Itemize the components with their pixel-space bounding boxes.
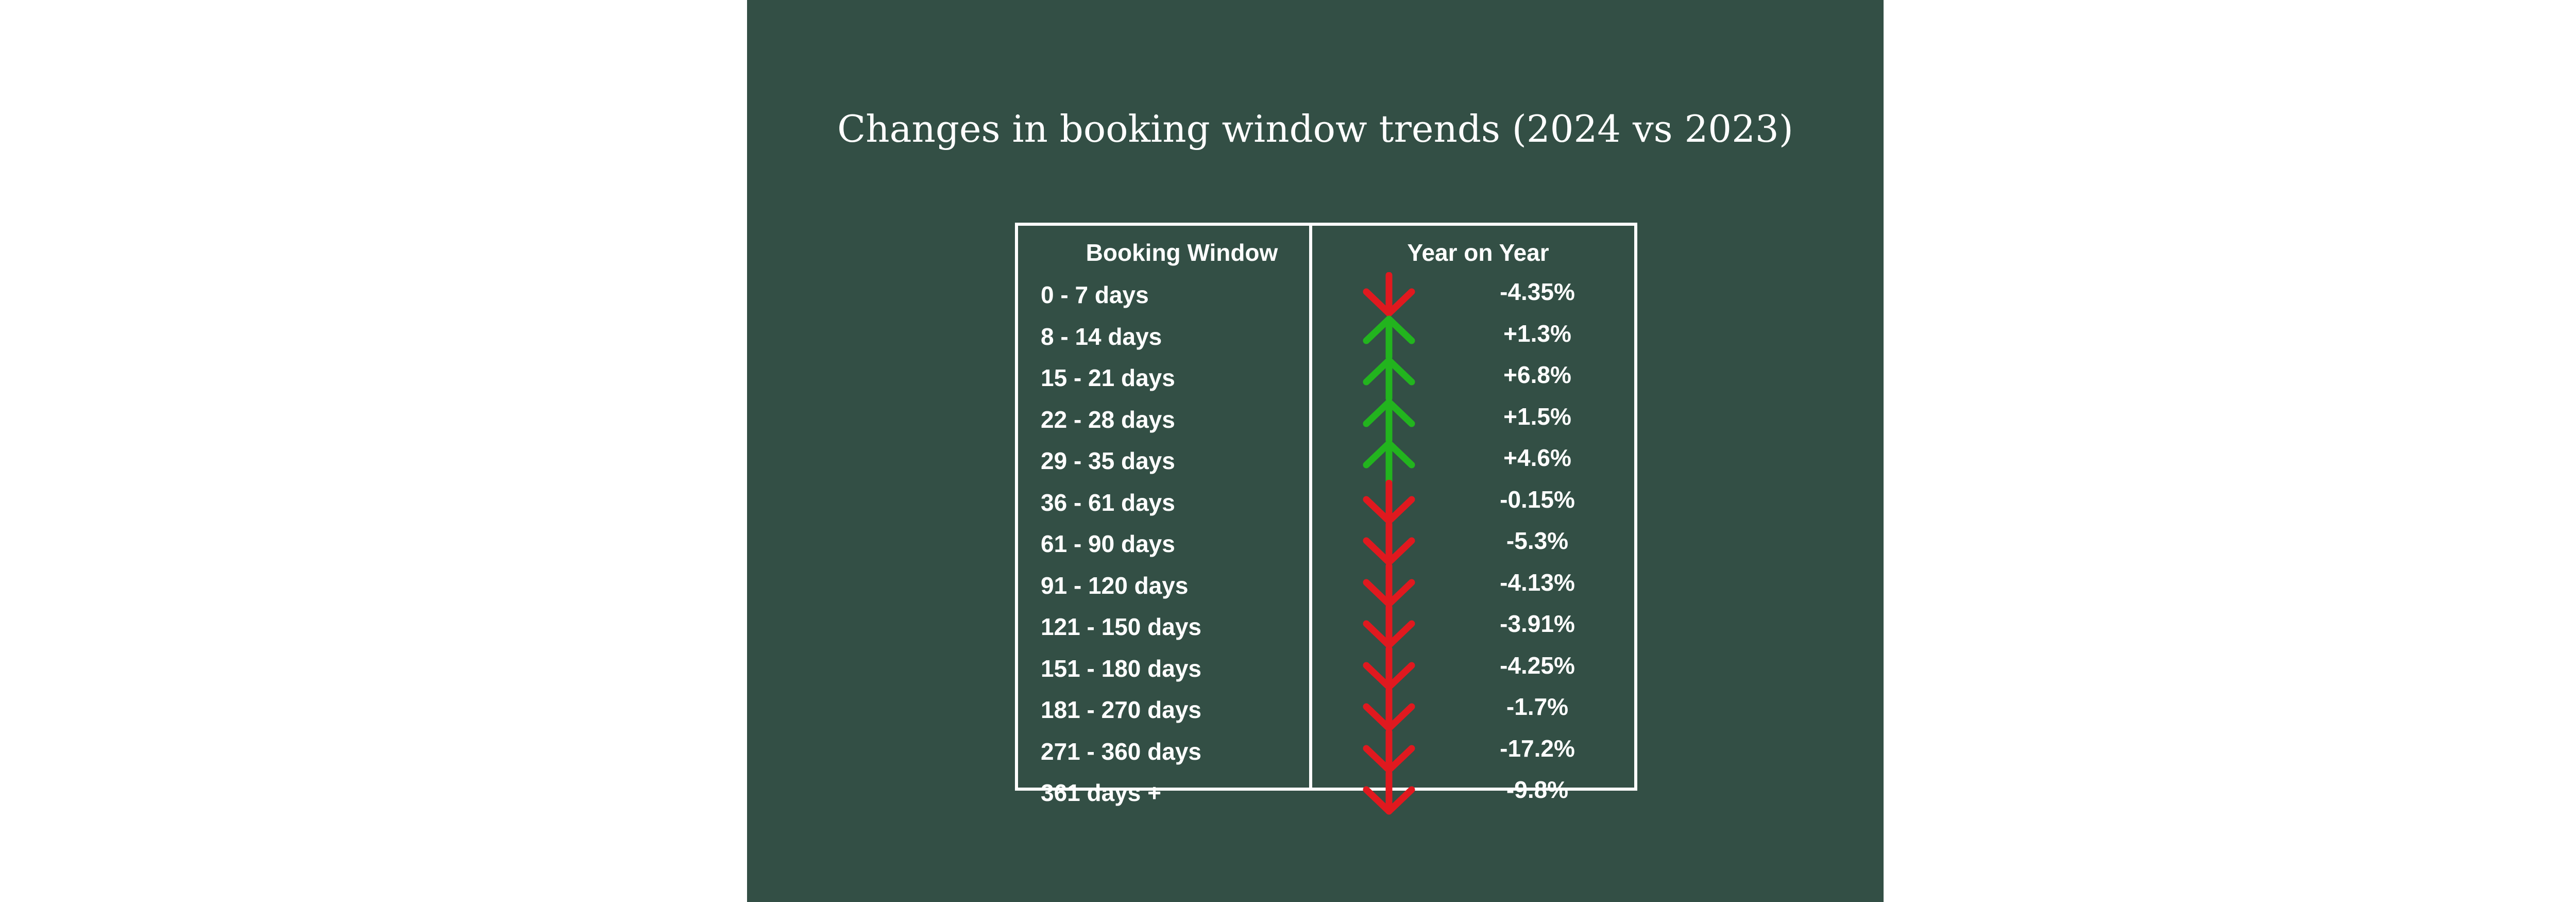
arrow-up-icon — [1363, 398, 1415, 443]
arrow-down-icon — [1363, 521, 1415, 566]
arrow-up-icon — [1363, 357, 1415, 402]
arrow-down-icon — [1363, 645, 1415, 690]
yoy-change-value: -4.25% — [1500, 652, 1575, 679]
booking-window-label: 271 - 360 days — [1041, 738, 1202, 765]
table-row: 361 days + -9.8% — [1018, 770, 1634, 815]
arrow-down-icon — [1363, 604, 1415, 649]
table-row: 36 - 61 days -0.15% — [1018, 479, 1634, 524]
table-row: 8 - 14 days +1.3% — [1018, 315, 1634, 360]
yoy-change-value: -0.15% — [1500, 486, 1575, 513]
yoy-change-value: -9.8% — [1506, 776, 1569, 803]
booking-window-label: 151 - 180 days — [1041, 655, 1202, 682]
table-row: 15 - 21 days +6.8% — [1018, 357, 1634, 402]
table-row: 151 - 180 days -4.25% — [1018, 645, 1634, 690]
chart-panel: Changes in booking window trends (2024 v… — [747, 0, 1884, 902]
booking-window-label: 61 - 90 days — [1041, 530, 1175, 557]
booking-window-label: 121 - 150 days — [1041, 613, 1202, 640]
yoy-change-value: -1.7% — [1506, 693, 1569, 720]
booking-window-label: 8 - 14 days — [1041, 323, 1162, 350]
arrow-up-icon — [1363, 440, 1415, 485]
yoy-change-value: +1.5% — [1503, 403, 1571, 430]
arrow-down-icon — [1363, 687, 1415, 732]
yoy-change-value: +4.6% — [1503, 444, 1571, 471]
booking-window-label: 36 - 61 days — [1041, 489, 1175, 516]
booking-window-label: 22 - 28 days — [1041, 406, 1175, 433]
table-row: 271 - 360 days -17.2% — [1018, 728, 1634, 773]
arrow-up-icon — [1363, 315, 1415, 360]
header-year-on-year: Year on Year — [1407, 239, 1549, 266]
table-row: 0 - 7 days -4.35% — [1018, 272, 1634, 317]
arrow-down-icon — [1363, 562, 1415, 607]
yoy-change-value: -17.2% — [1500, 734, 1575, 762]
header-booking-window: Booking Window — [1086, 239, 1278, 266]
booking-window-label: 181 - 270 days — [1041, 696, 1202, 723]
yoy-change-value: -4.35% — [1500, 278, 1575, 305]
yoy-change-value: +6.8% — [1503, 361, 1571, 388]
booking-window-label: 29 - 35 days — [1041, 447, 1175, 474]
table-row: 29 - 35 days +4.6% — [1018, 440, 1634, 485]
booking-window-label: 0 - 7 days — [1041, 281, 1149, 308]
arrow-down-icon — [1363, 770, 1415, 815]
booking-window-label: 91 - 120 days — [1041, 572, 1189, 599]
yoy-change-value: -4.13% — [1500, 569, 1575, 596]
chart-title: Changes in booking window trends (2024 v… — [837, 107, 1793, 151]
yoy-change-value: +1.3% — [1503, 320, 1571, 347]
arrow-down-icon — [1363, 728, 1415, 773]
booking-window-label: 361 days + — [1041, 779, 1162, 806]
column-divider — [1309, 226, 1312, 788]
yoy-change-value: -3.91% — [1500, 610, 1575, 637]
table-row: 121 - 150 days -3.91% — [1018, 604, 1634, 649]
table-row: 181 - 270 days -1.7% — [1018, 687, 1634, 732]
yoy-change-value: -5.3% — [1506, 527, 1569, 554]
table-row: 22 - 28 days +1.5% — [1018, 398, 1634, 443]
table-row: 91 - 120 days -4.13% — [1018, 562, 1634, 607]
booking-window-label: 15 - 21 days — [1041, 364, 1175, 391]
arrow-down-icon — [1363, 272, 1415, 317]
table-row: 61 - 90 days -5.3% — [1018, 521, 1634, 566]
booking-window-table: Booking Window Year on Year 0 - 7 days -4… — [1015, 223, 1637, 815]
arrow-down-icon — [1363, 479, 1415, 524]
